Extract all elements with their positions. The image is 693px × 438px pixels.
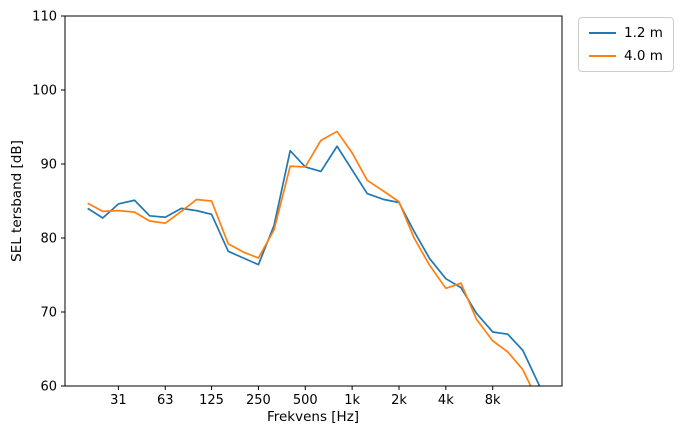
legend-line-swatch: [589, 55, 616, 57]
y-tick-label: 100: [32, 84, 57, 99]
x-tick-label: 500: [293, 393, 318, 408]
x-axis-label: Frekvens [Hz]: [266, 409, 360, 425]
legend: 1.2 m 4.0 m: [578, 17, 674, 72]
legend-entry: 1.2 m: [589, 25, 663, 41]
y-tick-label: 110: [32, 10, 57, 25]
y-tick-label: 70: [40, 306, 57, 321]
legend-entry: 4.0 m: [589, 48, 663, 64]
x-tick-label: 8k: [485, 393, 501, 408]
y-axis-label: SEL tersband [dB]: [9, 140, 25, 262]
x-tick-label: 31: [110, 393, 127, 408]
x-tick-label: 125: [199, 393, 224, 408]
y-tick-label: 90: [40, 158, 57, 173]
series-line-1-2-m: [87, 145, 541, 386]
legend-label: 4.0 m: [624, 48, 663, 64]
x-tick-label: 250: [246, 393, 271, 408]
x-tick-label: 2k: [391, 393, 407, 408]
y-tick-label: 80: [40, 232, 57, 247]
series-line-4-0-m: [87, 130, 532, 386]
x-tick-label: 1k: [344, 393, 360, 408]
legend-line-swatch: [589, 32, 616, 34]
x-tick-label: 63: [157, 393, 174, 408]
y-tick-label: 60: [40, 380, 57, 395]
x-tick-label: 4k: [438, 393, 454, 408]
legend-label: 1.2 m: [624, 25, 663, 41]
plot-border: [64, 15, 563, 387]
